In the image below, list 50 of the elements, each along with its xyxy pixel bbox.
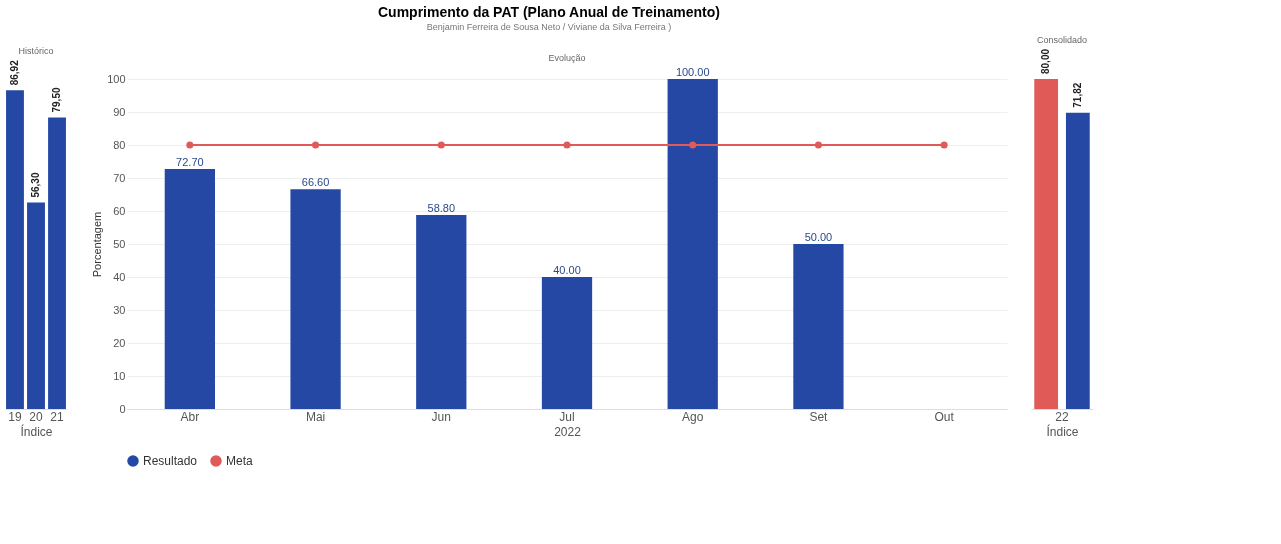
- y-axis-title: Porcentagem: [91, 211, 104, 278]
- bar: [667, 79, 718, 409]
- bar: [541, 277, 593, 409]
- legend-label: Meta: [226, 454, 253, 468]
- x-tick-label: Jul: [559, 409, 575, 424]
- x-tick-label: 21: [50, 409, 65, 424]
- data-label: 86,92: [8, 59, 20, 86]
- x-tick-label: Jun: [431, 409, 451, 424]
- x-tick-label: Out: [934, 409, 955, 424]
- y-tick-label: 20: [113, 336, 126, 349]
- text: Benjamin Ferreira de Sousa Neto / Viviane da Silva Ferreira ): [426, 21, 672, 32]
- y-tick-label: 0: [119, 402, 126, 415]
- data-label: 50.00: [804, 231, 833, 243]
- data-label: 72.70: [176, 156, 204, 169]
- data-label: 79,50: [51, 87, 63, 113]
- y-tick-label: 90: [113, 105, 126, 118]
- y-tick-label: 10: [113, 369, 126, 382]
- x-tick-label: Set: [809, 409, 829, 424]
- x-tick-label: Abr: [180, 409, 200, 424]
- x-axis-title: 2022: [554, 424, 582, 439]
- data-label: 100.00: [675, 66, 710, 78]
- chart-title: Consolidado: [1036, 34, 1088, 45]
- y-tick-label: 40: [113, 270, 126, 283]
- chart-title: Histórico: [18, 46, 54, 57]
- bar: [290, 189, 341, 409]
- chart-title: Evolução: [548, 53, 586, 63]
- bar: [164, 169, 215, 409]
- x-axis-title: Índice: [20, 423, 53, 439]
- data-label: 66.60: [301, 176, 330, 189]
- text: Cumprimento da PAT (Plano Anual de Treinamento): [378, 3, 720, 20]
- x-tick-label: 22: [1055, 409, 1069, 424]
- x-tick-label: 20: [29, 409, 43, 424]
- data-label: 80,00: [1040, 48, 1052, 74]
- legend-label: Resultado: [143, 454, 198, 468]
- x-tick-label: Ago: [682, 409, 704, 424]
- y-tick-label: 50: [113, 237, 126, 250]
- bar: [793, 244, 844, 409]
- y-tick-label: 60: [113, 204, 126, 217]
- y-tick-label: 80: [113, 138, 126, 151]
- y-tick-label: 100: [107, 72, 126, 85]
- x-tick-label: 19: [8, 409, 22, 424]
- data-label: 40.00: [553, 264, 581, 276]
- data-label: 56,30: [30, 172, 41, 198]
- data-label: 58.80: [427, 201, 456, 214]
- bar: [416, 214, 467, 409]
- x-tick-label: Mai: [305, 409, 326, 424]
- y-tick-label: 70: [113, 171, 126, 184]
- x-axis-title: Índice: [1046, 423, 1079, 439]
- y-tick-label: 30: [113, 303, 126, 316]
- data-label: 71,82: [1071, 82, 1083, 108]
